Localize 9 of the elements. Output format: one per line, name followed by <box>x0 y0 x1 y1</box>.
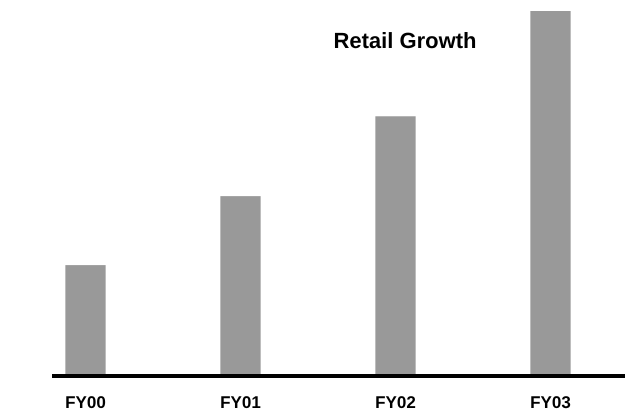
text: Retail Growth <box>333 28 477 53</box>
x-tick-label: FY02 <box>375 393 416 412</box>
x-tick-label: FY00 <box>65 393 106 412</box>
bar <box>220 196 261 374</box>
bar <box>530 11 571 374</box>
bar <box>65 265 106 374</box>
bar <box>375 116 416 374</box>
x-tick-label: FY01 <box>220 393 261 412</box>
x-tick-label: FY03 <box>530 393 571 412</box>
